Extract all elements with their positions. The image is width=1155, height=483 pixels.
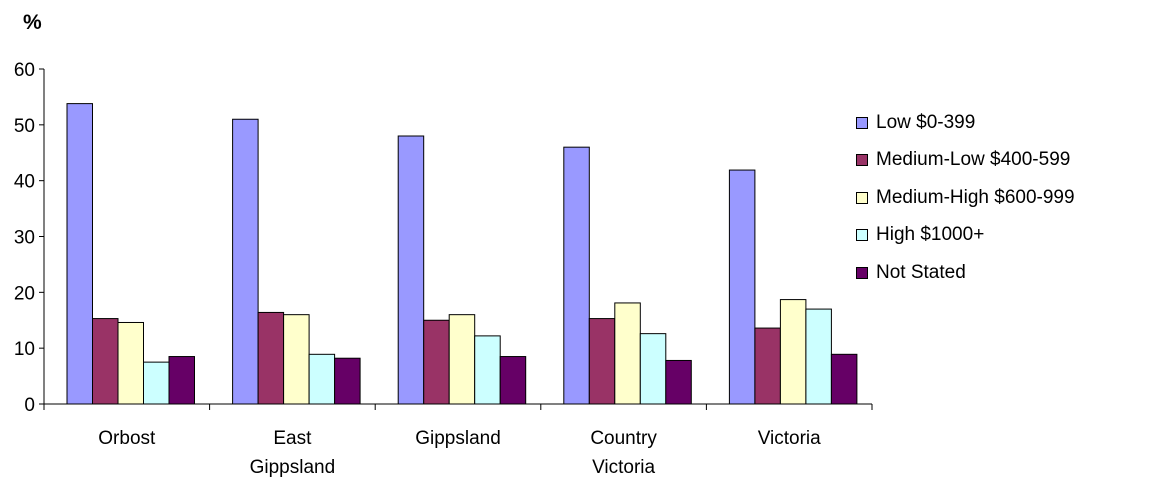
legend-swatch xyxy=(856,154,868,167)
bar xyxy=(257,311,285,405)
x-tick-label: Victoria xyxy=(592,457,655,478)
bar xyxy=(779,299,807,405)
bar xyxy=(66,103,93,405)
legend-item: Not Stated xyxy=(856,254,1075,292)
bar xyxy=(805,308,832,405)
bar xyxy=(397,135,425,405)
bar xyxy=(665,359,692,405)
bar xyxy=(474,335,501,405)
x-tick-label: Gippsland xyxy=(415,428,501,449)
x-tick-label: Victoria xyxy=(758,428,821,449)
legend-swatch xyxy=(856,229,868,242)
legend-label: Low $0-399 xyxy=(876,111,976,133)
legend-item: Medium-High $600-999 xyxy=(856,179,1075,217)
legend-label: Not Stated xyxy=(876,261,966,283)
legend-swatch xyxy=(856,266,868,279)
legend: Low $0-399 Medium-Low $400-599 Medium-High… xyxy=(856,104,1075,292)
legend-label: Medium-High $600-999 xyxy=(876,186,1075,208)
bar xyxy=(143,361,170,405)
bar xyxy=(448,314,476,405)
bar xyxy=(92,318,119,405)
x-tick-label: Country xyxy=(590,428,657,449)
bar xyxy=(168,356,195,405)
x-tick-label: Gippsland xyxy=(250,457,336,478)
bar xyxy=(614,302,641,405)
bar xyxy=(588,318,616,405)
y-tick-label: 20 xyxy=(14,283,35,304)
y-tick-label: 60 xyxy=(14,60,35,81)
bar xyxy=(117,321,144,405)
legend-item: Medium-Low $400-599 xyxy=(856,142,1075,180)
bar xyxy=(563,146,590,405)
bars xyxy=(66,103,858,405)
y-tick-label: 40 xyxy=(14,172,35,193)
legend-item: High $1000+ xyxy=(856,217,1075,255)
y-tick-label: 10 xyxy=(14,339,35,360)
legend-swatch xyxy=(856,116,868,129)
y-tick-label: 0 xyxy=(24,395,35,416)
bar xyxy=(639,333,667,405)
x-tick-label: East xyxy=(273,428,312,449)
bar xyxy=(232,118,259,405)
bar xyxy=(308,353,336,405)
bar xyxy=(423,319,450,405)
legend-label: Medium-Low $400-599 xyxy=(876,149,1071,171)
bar xyxy=(754,327,781,405)
legend-swatch xyxy=(856,191,868,204)
bar xyxy=(499,356,527,405)
legend-label: High $1000+ xyxy=(876,224,985,246)
bar xyxy=(728,169,756,405)
x-axis-ticks: Orbost East Gippsland Gippsland Country Victo… xyxy=(43,404,873,478)
y-tick-label: 50 xyxy=(14,116,35,137)
bar xyxy=(830,353,858,405)
bar xyxy=(283,314,310,405)
x-tick-label: Orbost xyxy=(98,428,156,449)
y-axis-ticks: 0 10 20 30 40 50 60 xyxy=(14,60,44,416)
y-axis-label: % xyxy=(23,11,42,34)
legend-item: Low $0-399 xyxy=(856,104,1075,142)
y-tick-label: 30 xyxy=(14,228,35,249)
bar xyxy=(334,357,361,405)
